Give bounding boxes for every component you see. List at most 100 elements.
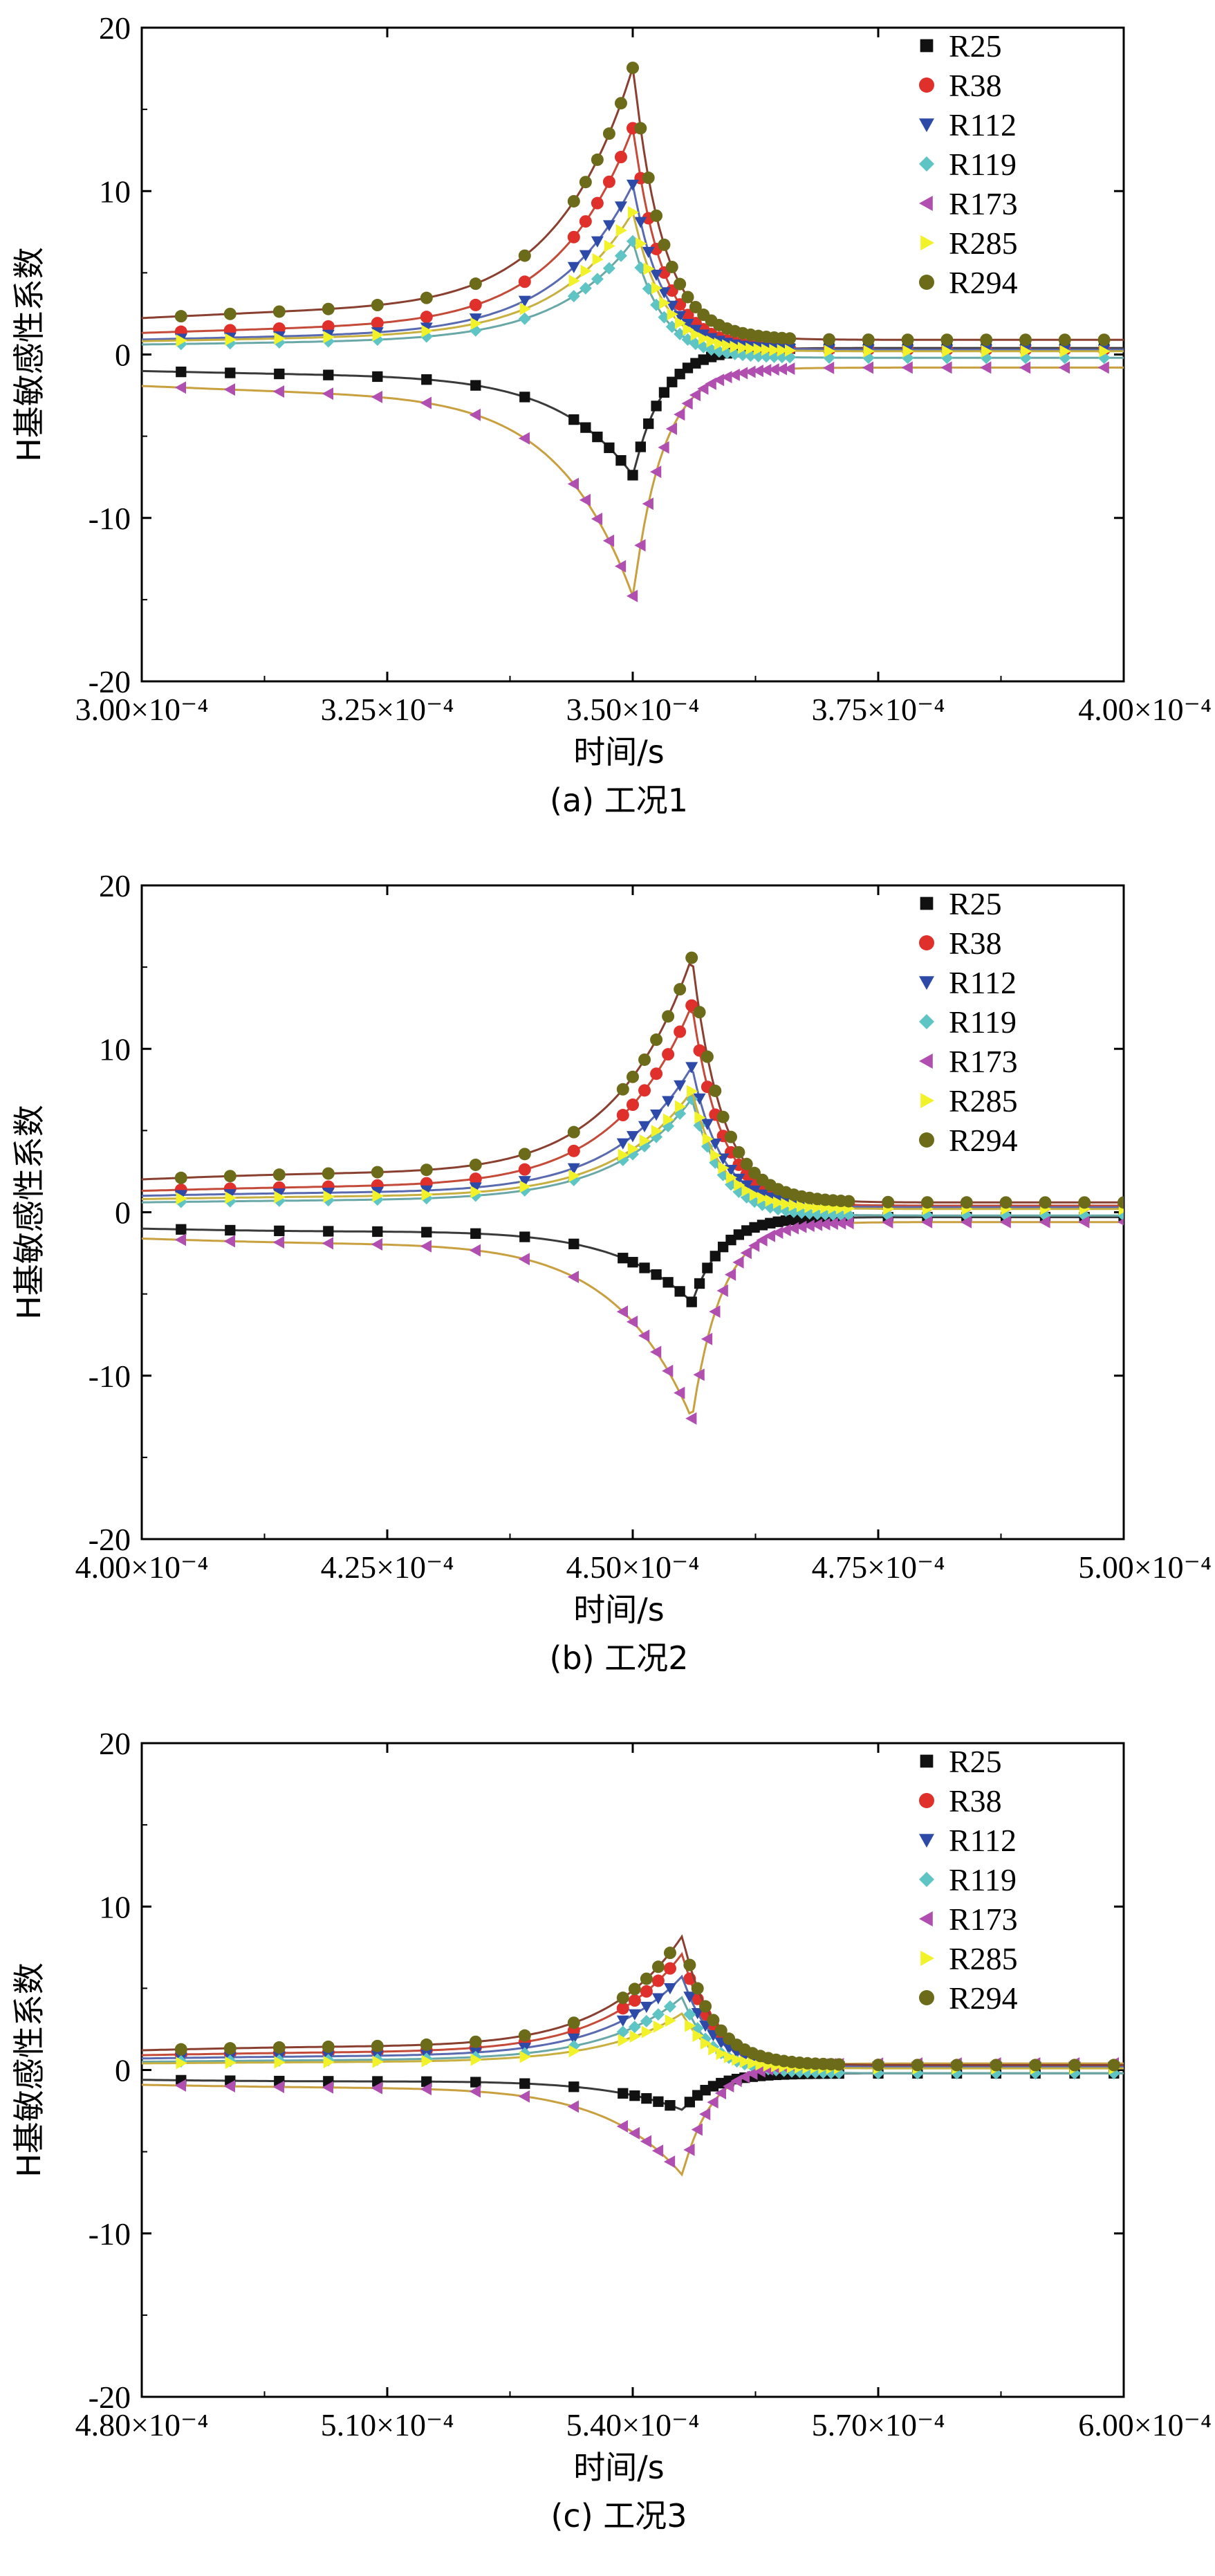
marker-R294 bbox=[518, 249, 531, 262]
marker-R112 bbox=[685, 1062, 698, 1074]
legend-label-R285: R285 bbox=[949, 1083, 1018, 1119]
legend-label-R119: R119 bbox=[949, 147, 1017, 182]
marker-R112 bbox=[616, 1138, 629, 1150]
series-R285 bbox=[142, 205, 1124, 358]
marker-R285 bbox=[714, 337, 725, 350]
legend-label-R38: R38 bbox=[949, 68, 1002, 103]
marker-R112 bbox=[740, 1180, 753, 1192]
marker-R112 bbox=[567, 1163, 580, 1175]
marker-R25 bbox=[686, 1296, 697, 1307]
marker-R173 bbox=[921, 1215, 933, 1229]
marker-R173 bbox=[322, 387, 333, 401]
marker-R25 bbox=[225, 367, 236, 378]
legend-marker-R38 bbox=[919, 935, 934, 950]
marker-R294 bbox=[950, 2059, 963, 2072]
marker-R285 bbox=[716, 2047, 727, 2060]
marker-R294 bbox=[371, 1166, 384, 1179]
marker-R25 bbox=[470, 2077, 481, 2088]
marker-R173 bbox=[518, 432, 530, 445]
x-axis-label: 时间/s bbox=[573, 1591, 664, 1628]
marker-R294 bbox=[1039, 1196, 1052, 1209]
marker-R285 bbox=[706, 335, 718, 348]
marker-R173 bbox=[674, 1386, 685, 1399]
marker-R112 bbox=[591, 236, 604, 248]
x-axis-label: 时间/s bbox=[573, 2449, 664, 2486]
legend: R25 R38 R112 R119 R173 R285 R294 bbox=[919, 28, 1018, 300]
marker-R173 bbox=[642, 497, 653, 510]
marker-R119 bbox=[801, 2066, 814, 2079]
marker-R285 bbox=[421, 324, 433, 338]
marker-R173 bbox=[1117, 1218, 1124, 1226]
marker-R173 bbox=[772, 1226, 783, 1240]
panel-a: 20 10 0 -10 -20 3.00×10⁻⁴ 3.25×10⁻⁴ 3.50×10⁻⁴ 3.… bbox=[0, 0, 1215, 858]
marker-R112 bbox=[701, 1119, 714, 1130]
marker-R294 bbox=[469, 277, 482, 291]
y-tick-label: 10 bbox=[99, 1889, 131, 1924]
marker-R173 bbox=[754, 2065, 766, 2078]
marker-R119 bbox=[616, 2025, 629, 2039]
panel-caption: (c) 工况3 bbox=[550, 2497, 687, 2534]
marker-R285 bbox=[176, 1192, 187, 1205]
marker-R173 bbox=[760, 364, 772, 377]
marker-R25 bbox=[519, 392, 530, 403]
marker-R173 bbox=[614, 560, 627, 573]
legend-marker-R25 bbox=[920, 1754, 934, 1768]
marker-R173 bbox=[628, 2126, 640, 2140]
marker-R173 bbox=[640, 2135, 652, 2148]
marker-R112 bbox=[518, 1176, 531, 1188]
marker-R112 bbox=[638, 1121, 651, 1132]
marker-R25 bbox=[694, 1278, 705, 1289]
marker-R294 bbox=[693, 1006, 706, 1019]
marker-R112 bbox=[469, 313, 482, 325]
marker-R173 bbox=[689, 389, 701, 402]
marker-R119 bbox=[518, 312, 531, 325]
marker-R119 bbox=[940, 351, 954, 365]
marker-R285 bbox=[421, 1188, 433, 1202]
marker-R173 bbox=[627, 1315, 638, 1328]
marker-R173 bbox=[371, 1238, 382, 1251]
marker-R285 bbox=[753, 342, 765, 356]
marker-R25 bbox=[702, 1262, 713, 1273]
marker-R173 bbox=[819, 1217, 831, 1231]
marker-R112 bbox=[691, 2007, 704, 2020]
series-R173 bbox=[142, 361, 1124, 602]
marker-R173 bbox=[701, 1332, 713, 1345]
marker-R119 bbox=[627, 1148, 639, 1161]
marker-R294 bbox=[322, 302, 335, 315]
marker-R285 bbox=[685, 2019, 696, 2032]
marker-R119 bbox=[518, 1184, 531, 1197]
marker-R173 bbox=[1039, 1215, 1050, 1229]
marker-R285 bbox=[683, 323, 694, 336]
marker-R294 bbox=[980, 333, 993, 347]
marker-R285 bbox=[785, 344, 797, 357]
marker-R119 bbox=[579, 282, 592, 295]
marker-R294 bbox=[1058, 333, 1071, 347]
y-tick-label: 0 bbox=[115, 2053, 131, 2088]
y-tick-label: 0 bbox=[115, 1195, 131, 1231]
marker-R285 bbox=[225, 2056, 236, 2069]
marker-R173 bbox=[709, 1305, 721, 1318]
marker-R285 bbox=[274, 1190, 286, 1204]
panel-c: 20 10 0 -10 -20 4.80×10⁻⁴ 5.10×10⁻⁴ 5.40×10⁻⁴ 5.… bbox=[0, 1715, 1215, 2573]
marker-R173 bbox=[810, 1218, 823, 1231]
marker-R112 bbox=[651, 1993, 665, 2005]
marker-R38 bbox=[371, 317, 384, 330]
series-R25 bbox=[142, 342, 1124, 481]
marker-R173 bbox=[842, 1217, 854, 1230]
marker-R173 bbox=[650, 1345, 662, 1359]
marker-R38 bbox=[662, 1048, 675, 1061]
marker-R294 bbox=[990, 2059, 1003, 2072]
legend-marker-R294 bbox=[919, 1132, 934, 1148]
marker-R173 bbox=[826, 1217, 838, 1231]
y-tick-label: 10 bbox=[99, 1031, 131, 1067]
x-axis-label: 时间/s bbox=[573, 733, 664, 771]
marker-R25 bbox=[615, 454, 627, 466]
marker-R285 bbox=[665, 2014, 676, 2027]
marker-R173 bbox=[371, 390, 382, 403]
legend-marker-R112 bbox=[919, 976, 934, 990]
marker-R173 bbox=[1058, 361, 1070, 374]
marker-R294 bbox=[683, 1958, 696, 1971]
marker-R285 bbox=[761, 343, 773, 356]
marker-R25 bbox=[709, 1251, 721, 1262]
x-tick-label: 5.40×10⁻⁴ bbox=[566, 2407, 700, 2442]
